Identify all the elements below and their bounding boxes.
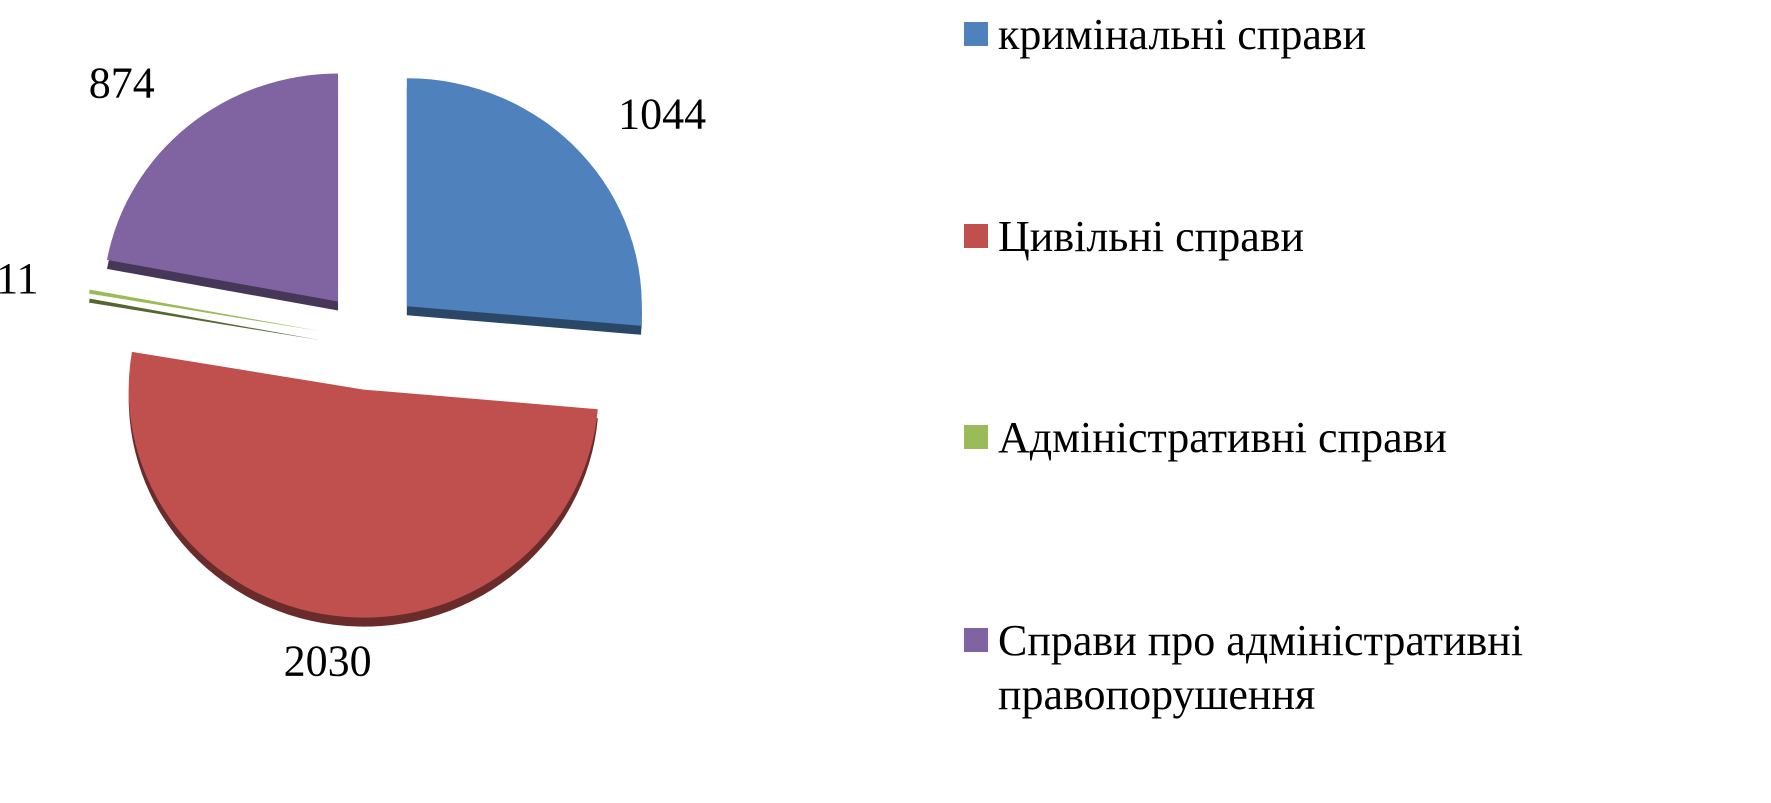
slice: [128, 351, 598, 618]
legend-label: Цивільні справи: [998, 212, 1305, 261]
legend-item: кримінальні справи: [960, 8, 1570, 62]
pie-area: 1044 2030 11 874: [0, 59, 706, 686]
data-label: 11: [0, 254, 38, 303]
legend-label: Справи про адміністративні правопорушенн…: [998, 616, 1524, 719]
legend-swatch: [964, 22, 988, 46]
legend-swatch: [964, 224, 988, 248]
data-label: 1044: [618, 89, 706, 138]
legend-swatch: [964, 628, 988, 652]
slice: [406, 78, 642, 326]
slice: [89, 289, 321, 332]
legend-item: Справи про адміністративні правопорушенн…: [960, 614, 1570, 722]
data-label: 2030: [284, 637, 372, 686]
slice-depth: [89, 298, 321, 341]
legend-item: Адміністративні справи: [960, 411, 1570, 465]
legend-swatch: [964, 425, 988, 449]
slice: [106, 73, 339, 302]
data-label: 874: [89, 59, 155, 108]
legend-label: кримінальні справи: [998, 10, 1367, 59]
legend-item: Цивільні справи: [960, 210, 1570, 264]
legend-label: Адміністративні справи: [998, 413, 1447, 462]
legend: кримінальні справи Цивільні справи Адмініс…: [960, 0, 1760, 803]
